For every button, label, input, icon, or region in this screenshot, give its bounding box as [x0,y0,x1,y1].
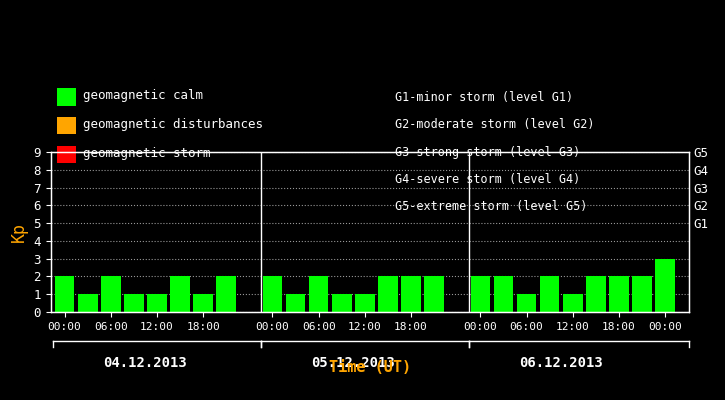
FancyBboxPatch shape [57,117,76,134]
Bar [332,294,352,312]
Text: 04.12.2013: 04.12.2013 [104,356,187,370]
Bar [609,276,629,312]
Bar [78,294,98,312]
Bar [563,294,582,312]
Bar [655,259,675,312]
Bar [286,294,305,312]
Bar [586,276,605,312]
Text: G3-strong storm (level G3): G3-strong storm (level G3) [395,146,581,159]
Bar [494,276,513,312]
Text: G2-moderate storm (level G2): G2-moderate storm (level G2) [395,118,594,132]
Bar [55,276,75,312]
Bar [170,276,190,312]
Bar [471,276,490,312]
Bar [124,294,144,312]
Text: 05.12.2013: 05.12.2013 [312,356,395,370]
Bar [147,294,167,312]
Text: G5-extreme storm (level G5): G5-extreme storm (level G5) [395,200,588,213]
Bar [632,276,652,312]
Y-axis label: Kp: Kp [10,222,28,242]
Text: G1-minor storm (level G1): G1-minor storm (level G1) [395,91,573,104]
Bar [517,294,536,312]
Text: geomagnetic calm: geomagnetic calm [83,90,203,102]
Bar [355,294,375,312]
Bar [540,276,560,312]
Text: geomagnetic disturbances: geomagnetic disturbances [83,118,262,131]
Bar [378,276,398,312]
Bar [262,276,282,312]
Bar [401,276,420,312]
Text: G4-severe storm (level G4): G4-severe storm (level G4) [395,173,581,186]
FancyBboxPatch shape [57,88,76,106]
Text: geomagnetic storm: geomagnetic storm [83,147,210,160]
Bar [217,276,236,312]
Text: Time (UT): Time (UT) [328,360,411,375]
Bar [101,276,120,312]
Text: 06.12.2013: 06.12.2013 [519,356,603,370]
FancyBboxPatch shape [57,146,76,163]
Bar [309,276,328,312]
Bar [194,294,213,312]
Bar [424,276,444,312]
